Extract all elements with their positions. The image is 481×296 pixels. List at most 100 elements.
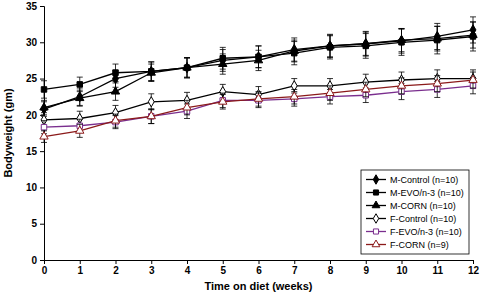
y-tick-mark xyxy=(40,42,44,43)
marker xyxy=(147,68,155,75)
error-bar-cap xyxy=(327,56,333,57)
x-tick-label: 4 xyxy=(185,265,191,276)
x-tick: 1 xyxy=(77,260,83,276)
error-bar-cap xyxy=(256,107,262,108)
error-bar-cap xyxy=(434,69,440,70)
y-tick-mark xyxy=(40,224,44,225)
marker xyxy=(183,103,191,110)
x-tick-mark xyxy=(473,260,474,264)
legend-marker xyxy=(373,214,378,223)
error-bar-cap xyxy=(41,142,47,143)
x-tick-label: 1 xyxy=(77,265,83,276)
error-bar-cap xyxy=(113,128,119,129)
error-bar-cap xyxy=(148,109,154,110)
marker xyxy=(469,75,477,82)
marker xyxy=(290,46,298,53)
series xyxy=(41,22,476,98)
error-bar-cap xyxy=(434,97,440,98)
error-bar-cap xyxy=(256,50,262,51)
error-bar-cap xyxy=(399,55,405,56)
error-bar-cap xyxy=(327,85,333,86)
legend-item: F-EVO/n-3 (n=10) xyxy=(366,227,462,237)
error-bar-cap xyxy=(291,37,297,38)
y-tick-mark xyxy=(40,6,44,7)
error-bar-cap xyxy=(148,123,154,124)
error-bar-cap xyxy=(113,82,119,83)
error-bar-cap xyxy=(363,31,369,32)
x-tick-mark xyxy=(187,260,188,264)
legend-item: F-Control (n=10) xyxy=(366,214,456,224)
series xyxy=(41,17,476,116)
marker xyxy=(111,116,119,123)
y-tick: 35 xyxy=(26,1,44,12)
y-tick-label: 0 xyxy=(31,255,37,266)
legend: M-Control (n=10)M-EVO/n-3 (n=10)M-CORN (… xyxy=(361,170,469,254)
marker xyxy=(362,85,370,92)
error-bar-cap xyxy=(256,45,262,46)
error-bar-cap xyxy=(113,81,119,82)
error-bar xyxy=(148,94,154,110)
x-tick: 12 xyxy=(468,260,480,276)
y-tick: 30 xyxy=(26,37,44,48)
error-bar-cap xyxy=(77,124,83,125)
error-bar-cap xyxy=(363,58,369,59)
x-tick-mark xyxy=(80,260,81,264)
legend-marker xyxy=(373,190,378,195)
series-line xyxy=(44,36,473,89)
error-bar-cap xyxy=(470,93,476,94)
error-bar-cap xyxy=(256,86,262,87)
x-tick-mark xyxy=(437,260,438,264)
error-bar-cap xyxy=(184,57,190,58)
x-axis-title: Time on diet (weeks) xyxy=(205,280,313,292)
marker xyxy=(41,124,46,129)
y-tick-mark xyxy=(40,79,44,80)
marker xyxy=(148,97,154,107)
error-bar-cap xyxy=(399,28,405,29)
marker xyxy=(254,56,262,63)
error-bar-cap xyxy=(148,93,154,94)
series xyxy=(41,70,476,127)
error-bar-cap xyxy=(41,98,47,99)
error-bar-cap xyxy=(148,109,154,110)
error-bar-cap xyxy=(399,93,405,94)
error-bar-cap xyxy=(256,91,262,92)
x-tick: 5 xyxy=(220,260,226,276)
error-bar-cap xyxy=(184,100,190,101)
error-bar-cap xyxy=(77,90,83,91)
y-axis-title: Bodyweight (gm) xyxy=(2,88,14,178)
marker xyxy=(41,87,46,92)
legend-item: M-EVO/n-3 (n=10) xyxy=(366,188,464,198)
marker xyxy=(290,92,298,99)
error-bar-cap xyxy=(113,114,119,115)
y-tick: 15 xyxy=(26,146,44,157)
error-bar-cap xyxy=(470,50,476,51)
error-bar-cap xyxy=(291,103,297,104)
error-bar-cap xyxy=(41,120,47,121)
error-bar-cap xyxy=(434,91,440,92)
error-bar-cap xyxy=(148,81,154,82)
marker xyxy=(76,126,84,133)
x-axis-line xyxy=(45,261,474,265)
marker xyxy=(433,79,441,86)
marker xyxy=(40,132,48,139)
x-tick: 7 xyxy=(292,260,298,276)
x-tick-mark xyxy=(294,260,295,264)
y-tick-mark xyxy=(40,260,44,261)
marker xyxy=(397,81,405,88)
error-bar-cap xyxy=(220,74,226,75)
error-bar-cap xyxy=(434,26,440,27)
error-bar-cap xyxy=(470,48,476,49)
legend-item: M-CORN (n=10) xyxy=(366,201,456,211)
x-tick-label: 0 xyxy=(42,265,48,276)
y-tick-mark xyxy=(40,151,44,152)
x-tick-mark xyxy=(223,260,224,264)
error-bar-cap xyxy=(291,64,297,65)
marker xyxy=(77,82,82,87)
error-bar-cap xyxy=(148,64,154,65)
x-tick-mark xyxy=(151,260,152,264)
marker xyxy=(219,97,227,104)
error-bar-cap xyxy=(291,61,297,62)
error-bar-cap xyxy=(220,53,226,54)
y-tick-label: 10 xyxy=(26,182,38,193)
error-bar-cap xyxy=(184,77,190,78)
